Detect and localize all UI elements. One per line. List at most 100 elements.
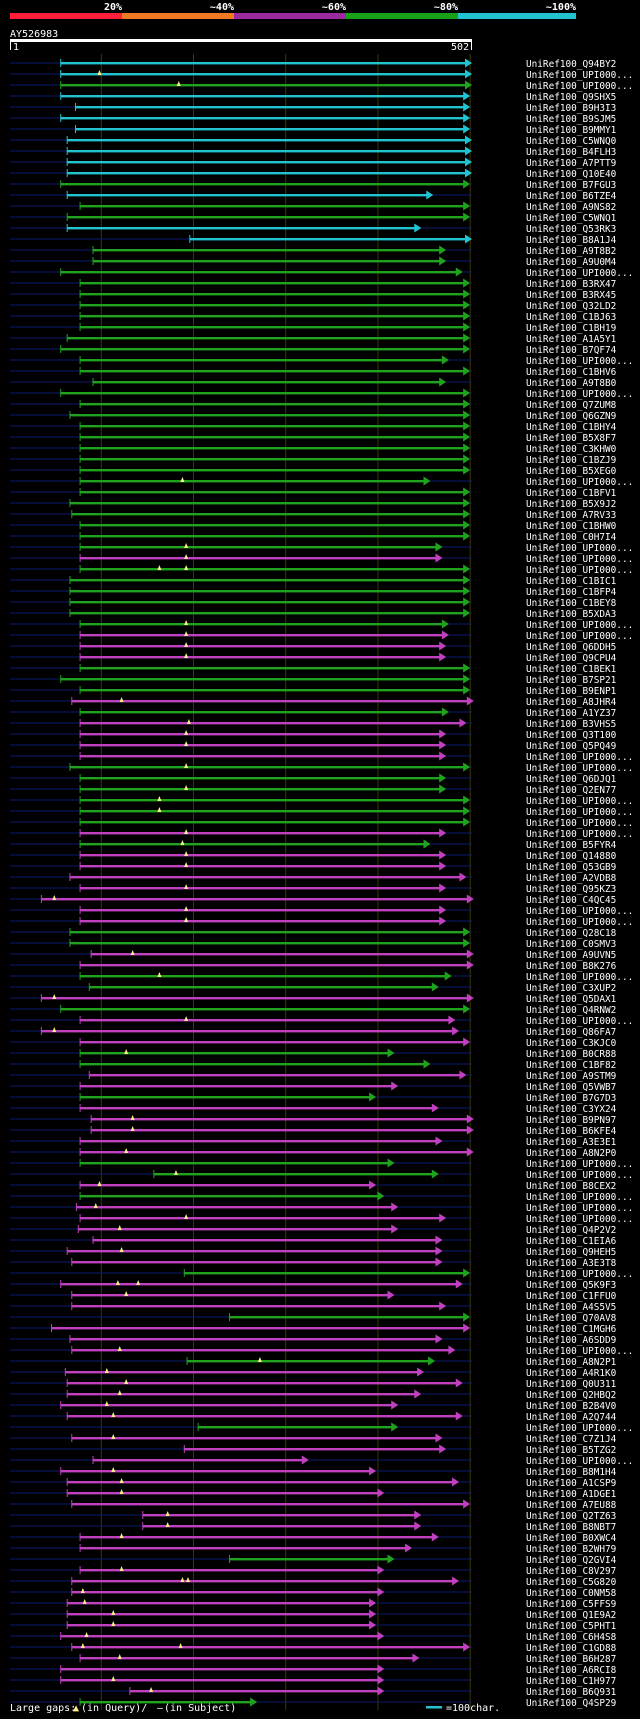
hit-bar [67, 227, 416, 230]
gap-marker [184, 554, 189, 559]
footer-text: — [157, 1703, 164, 1714]
hit-bar [80, 722, 461, 725]
gap-marker [115, 1280, 120, 1285]
hit-arrow [387, 1048, 395, 1058]
hit-arrow [452, 1477, 460, 1487]
hit-bar [80, 1536, 433, 1539]
hit-arrow [435, 1235, 443, 1245]
hit-row: UniRef100_B8K276 [10, 960, 617, 972]
hit-row: UniRef100_B7FGU3 [10, 179, 616, 191]
gap-marker [184, 884, 189, 889]
hit-arrow [465, 58, 472, 68]
hit-row: UniRef100_B3RX47 [10, 278, 616, 290]
gap-marker [124, 1148, 129, 1153]
hit-row: UniRef100_B3VHS5 [10, 718, 616, 730]
hit-bar [67, 1613, 371, 1616]
hit-arrow [463, 575, 471, 585]
hit-arrow [466, 1147, 474, 1157]
hit-bar [41, 997, 468, 1000]
hit-arrow [463, 366, 471, 376]
gap-marker [124, 1291, 129, 1296]
gap-marker [180, 840, 185, 845]
hit-bar [80, 458, 465, 461]
hit-arrow [439, 1301, 447, 1311]
hit-label: UniRef100_UPI000... [526, 1192, 633, 1203]
legend-bar [122, 13, 234, 19]
hit-bar [187, 1360, 430, 1363]
hit-label: UniRef100_B7G7D3 [526, 1093, 616, 1104]
hit-row: UniRef100_Q4RNW2 [10, 1004, 616, 1016]
hit-bar [80, 975, 446, 978]
hit-label: UniRef100_UPI000... [526, 1346, 633, 1357]
query-end-label: 502 [451, 42, 469, 53]
hit-row: UniRef100_Q70AV8 [10, 1312, 617, 1324]
hit-arrow [387, 1554, 395, 1564]
gap-marker [257, 1357, 262, 1362]
hit-row: UniRef100_A3E3E1 [10, 1136, 617, 1148]
hit-label: UniRef100_A8N2P0 [526, 1148, 617, 1159]
hit-arrow [435, 1433, 443, 1443]
hit-bar [51, 1327, 465, 1330]
hit-arrow [448, 1345, 456, 1355]
hit-row: UniRef100_C1BHV6 [10, 366, 617, 378]
hit-label: UniRef100_B8M1H4 [526, 1467, 617, 1478]
hit-row: UniRef100_B9ENP1 [10, 685, 617, 697]
hit-label: UniRef100_B6H287 [526, 1654, 616, 1665]
hit-bar [67, 194, 428, 197]
hit-label: UniRef100_UPI000... [526, 818, 633, 829]
hit-arrow [439, 751, 447, 761]
hit-row: UniRef100_A1A5Y1 [10, 333, 617, 345]
hit-label: UniRef100_B8NBT7 [526, 1522, 616, 1533]
hit-arrow [463, 817, 471, 827]
hit-bar [80, 733, 441, 736]
hit-label: UniRef100_B3RX45 [526, 290, 616, 301]
gap-marker [184, 917, 189, 922]
legend-bar [10, 13, 122, 19]
hit-bar [80, 964, 468, 967]
hit-row: UniRef100_Q5PQ49 [10, 740, 617, 752]
footer-text: Large gaps: [10, 1703, 76, 1714]
hit-row: UniRef100_UPI000... [10, 267, 633, 279]
hit-arrow [465, 234, 472, 244]
hit-label: UniRef100_C1BFP4 [526, 587, 617, 598]
hit-label: UniRef100_UPI000... [526, 752, 633, 763]
hit-label: UniRef100_A8JHR4 [526, 697, 617, 708]
hit-label: UniRef100_A9U0M4 [526, 257, 617, 268]
hit-label: UniRef100_Q2TZ63 [526, 1511, 616, 1522]
gap-marker [173, 1170, 178, 1175]
hit-arrow [431, 982, 439, 992]
hit-label: UniRef100_Q9SHX5 [526, 92, 616, 103]
hit-label: UniRef100_Q5PQ49 [526, 741, 617, 752]
hit-row: UniRef100_A9STM9 [10, 1070, 617, 1082]
hit-bar [91, 1118, 468, 1121]
hit-arrow [463, 597, 471, 607]
hit-bar [184, 1448, 441, 1451]
hit-label: UniRef100_B9H3I3 [526, 103, 616, 114]
hit-row: UniRef100_UPI000... [10, 1158, 633, 1170]
hit-arrow [463, 333, 471, 343]
hit-bar [60, 348, 465, 351]
hit-label: UniRef100_B5FYR4 [526, 840, 617, 851]
hit-bar [60, 1668, 379, 1671]
hit-arrow [431, 1103, 439, 1113]
hit-bar [91, 953, 468, 956]
hit-row: UniRef100_Q3T100 [10, 729, 617, 741]
hit-row: UniRef100_C0H7I4 [10, 531, 617, 543]
hit-bar [71, 1294, 389, 1297]
gap-marker [157, 807, 162, 812]
hit-row: UniRef100_UPI000... [10, 553, 633, 565]
hit-bar [80, 403, 465, 406]
hit-arrow [391, 1202, 399, 1212]
hit-label: UniRef100_UPI000... [526, 1203, 633, 1214]
gap-marker [119, 697, 124, 702]
hit-arrow [452, 1576, 460, 1586]
hit-label: UniRef100_Q0U311 [526, 1379, 617, 1390]
gap-marker [184, 620, 189, 625]
hit-label: UniRef100_B0XWC4 [526, 1533, 617, 1544]
hit-row: UniRef100_B7G7D3 [10, 1092, 616, 1104]
hit-row: UniRef100_UPI000... [10, 1169, 633, 1181]
hit-label: UniRef100_B5X9J2 [526, 499, 616, 510]
hit-label: UniRef100_UPI000... [526, 1016, 633, 1027]
gap-marker [165, 1511, 170, 1516]
hit-bar [80, 799, 465, 802]
